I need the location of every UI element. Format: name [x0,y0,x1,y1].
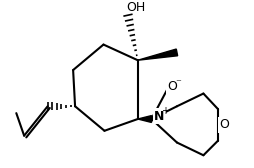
Text: O: O [167,80,177,93]
Text: OH: OH [126,1,146,14]
Polygon shape [138,49,178,60]
Polygon shape [138,116,151,122]
Text: +: + [161,106,169,116]
Text: O: O [219,118,229,131]
Text: ⁻: ⁻ [175,78,181,88]
Text: N: N [154,110,165,123]
